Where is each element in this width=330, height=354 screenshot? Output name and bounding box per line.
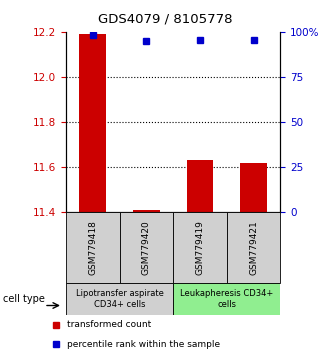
Bar [173,212,227,283]
Bar [187,160,214,212]
Text: percentile rank within the sample: percentile rank within the sample [67,340,220,349]
Bar [66,283,173,315]
Text: Leukapheresis CD34+
cells: Leukapheresis CD34+ cells [180,290,274,309]
Text: transformed count: transformed count [67,320,151,329]
Text: cell type: cell type [3,294,45,304]
Text: GSM779419: GSM779419 [196,220,205,275]
Text: GSM779421: GSM779421 [249,221,258,275]
Text: Lipotransfer aspirate
CD34+ cells: Lipotransfer aspirate CD34+ cells [76,290,164,309]
Bar [240,163,267,212]
Bar [66,212,119,283]
Text: GDS4079 / 8105778: GDS4079 / 8105778 [98,12,232,25]
Bar [227,212,280,283]
Bar [80,34,106,212]
Bar [133,210,160,212]
Bar [119,212,173,283]
Bar [173,283,280,315]
Text: GSM779420: GSM779420 [142,221,151,275]
Text: GSM779418: GSM779418 [88,220,97,275]
